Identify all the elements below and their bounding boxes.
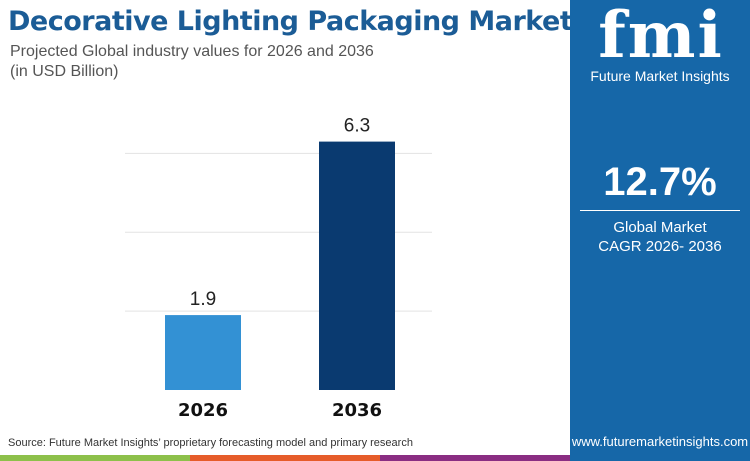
website-link[interactable]: www.futuremarketinsights.com bbox=[571, 434, 749, 449]
chart-subtitle: Projected Global industry values for 202… bbox=[10, 42, 374, 82]
fmi-logo: fmi bbox=[598, 0, 724, 73]
brand-name: Future Market Insights bbox=[590, 68, 730, 84]
chart-title: Decorative Lighting Packaging Market bbox=[8, 6, 573, 37]
x-tick-label: 2026 bbox=[178, 400, 228, 421]
subtitle-line-1: Projected Global industry values for 202… bbox=[10, 43, 374, 60]
bar-2036 bbox=[319, 141, 395, 390]
x-tick-label: 2036 bbox=[332, 400, 382, 421]
subtitle-line-2: (in USD Billion) bbox=[10, 63, 119, 80]
data-label: 1.9 bbox=[190, 289, 216, 310]
cagr-label-line-2: CAGR 2026- 2036 bbox=[598, 238, 722, 255]
cagr-label-line-1: Global Market bbox=[613, 219, 707, 236]
bar-2026 bbox=[165, 315, 241, 390]
bar-chart: 1.9 2026 6.3 2036 bbox=[125, 116, 432, 421]
cagr-label: Global Market CAGR 2026- 2036 bbox=[570, 218, 750, 256]
data-label: 6.3 bbox=[344, 116, 370, 137]
source-note: Source: Future Market Insights’ propriet… bbox=[8, 437, 413, 449]
stripe-purple bbox=[380, 455, 570, 461]
side-panel bbox=[570, 0, 750, 461]
cagr-value: 12.7% bbox=[603, 160, 717, 204]
stripe-green bbox=[0, 455, 190, 461]
stripe-orange bbox=[190, 455, 380, 461]
divider bbox=[580, 210, 740, 211]
